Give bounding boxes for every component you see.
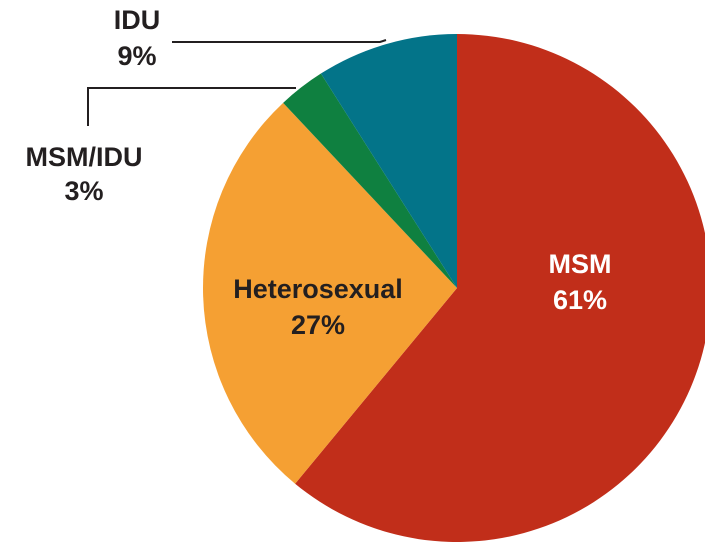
- pie-slice: [202, 102, 457, 484]
- leader-line: [172, 39, 387, 43]
- pie-slice: [320, 34, 457, 288]
- slice-label: MSM/IDU: [26, 142, 143, 172]
- pie-slice: [295, 34, 705, 542]
- slice-value-label: 3%: [64, 176, 103, 206]
- slice-value-label: 61%: [553, 285, 607, 315]
- slice-value-label: 9%: [117, 41, 156, 71]
- slice-label: Heterosexual: [233, 274, 403, 304]
- slice-label: MSM: [549, 249, 612, 279]
- pie-slice: [283, 73, 457, 288]
- leader-line: [87, 87, 296, 126]
- slice-label: IDU: [114, 5, 161, 35]
- slice-value-label: 27%: [291, 310, 345, 340]
